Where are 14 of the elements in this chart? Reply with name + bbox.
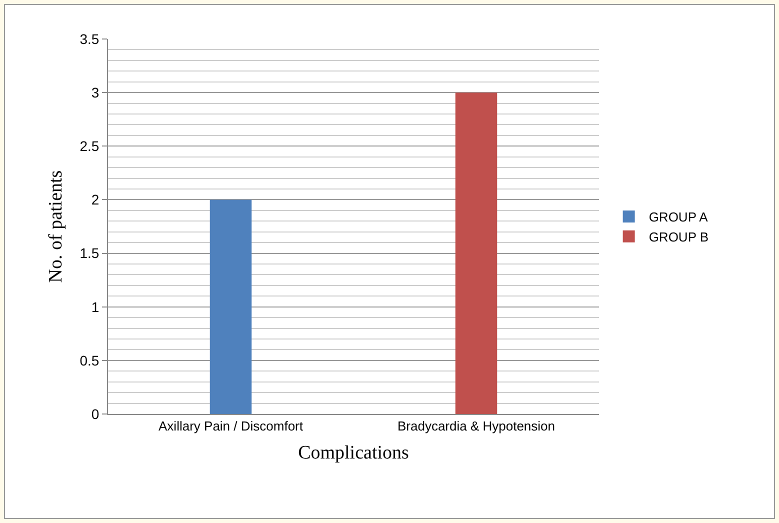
legend-label: GROUP B — [648, 229, 709, 244]
y-tick-label: 2 — [91, 192, 100, 208]
y-tick-label: 0 — [91, 406, 100, 422]
x-tick-label: Axillary Pain / Discomfort — [158, 418, 304, 434]
y-axis-title: No. of patients — [46, 170, 67, 283]
y-tick-label: 2.5 — [80, 138, 100, 154]
x-axis-title: Complications — [298, 442, 409, 464]
legend-label: GROUP A — [648, 210, 708, 225]
x-tick-label: Bradycardia & Hypotension — [397, 418, 556, 434]
y-tick-label: 1.5 — [80, 245, 100, 262]
y-tick-label: 3 — [91, 84, 100, 100]
y-tick-label: 0.5 — [80, 352, 100, 368]
y-tick-label: 3.5 — [80, 30, 100, 47]
y-tick-label: 1 — [91, 298, 100, 315]
